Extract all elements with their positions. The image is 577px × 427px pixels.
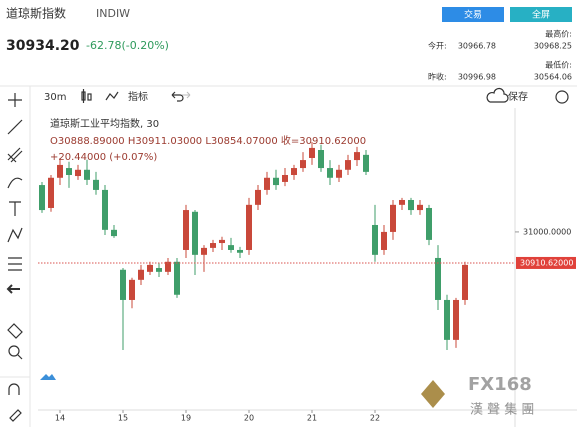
candle-body xyxy=(264,177,270,190)
candle-body xyxy=(354,152,360,161)
y-tick-label: 31000.0000 xyxy=(523,227,571,236)
candle-body xyxy=(417,204,423,211)
candle-body xyxy=(273,177,279,186)
candle-body xyxy=(102,189,108,230)
save[interactable]: 保存 xyxy=(508,90,528,103)
candle-body xyxy=(390,204,396,232)
candle-body xyxy=(318,150,324,169)
candle-body xyxy=(372,224,378,255)
candle-body xyxy=(48,177,54,208)
candle-body xyxy=(381,231,387,250)
trade-button-label[interactable]: 交易 xyxy=(464,9,482,21)
candle-body xyxy=(219,239,225,244)
candle-body xyxy=(228,245,234,250)
redo-icon[interactable] xyxy=(182,91,191,99)
x-tick-label: 22 xyxy=(370,414,380,423)
candle-body xyxy=(111,229,117,237)
indicator-icon[interactable] xyxy=(105,91,119,101)
candle-body xyxy=(210,243,216,248)
candle-body xyxy=(174,261,180,295)
last-price-box xyxy=(516,256,576,269)
stat-label: 最高价: xyxy=(545,29,572,39)
candle-body xyxy=(291,168,297,175)
cloud-icon[interactable] xyxy=(486,87,509,103)
fullscreen-button-label[interactable]: 全屏 xyxy=(532,9,550,21)
candle-body xyxy=(120,269,126,300)
candle-body xyxy=(138,269,144,280)
last-price-label: 30910.62000 xyxy=(520,258,573,267)
candle-body xyxy=(75,169,81,177)
candle-body xyxy=(183,210,189,250)
candle-body xyxy=(300,160,306,169)
x-tick-label: 15 xyxy=(118,414,128,423)
undo-icon[interactable] xyxy=(171,91,184,102)
candle-body xyxy=(237,249,243,253)
x-tick-label: 21 xyxy=(307,414,317,423)
stat-label: 昨收: xyxy=(428,72,447,82)
candle-body xyxy=(201,247,207,255)
fullscreen-button[interactable] xyxy=(510,7,572,22)
x-tick-label: 19 xyxy=(181,414,191,423)
candle-body xyxy=(147,264,153,272)
stat-label: 今开: xyxy=(428,41,447,51)
settings-icon[interactable] xyxy=(555,90,569,104)
candle-body xyxy=(66,168,72,175)
candle-body xyxy=(282,174,288,182)
stat-value: 30564.06 xyxy=(534,73,572,82)
candle-body xyxy=(255,189,261,205)
candle-body xyxy=(309,147,315,158)
candle-body xyxy=(408,199,414,211)
candle-body xyxy=(462,264,468,300)
price-change: -62.78(-0.20%) xyxy=(86,39,169,52)
candle-body xyxy=(165,261,171,272)
watermark-company: 漢 聲 集 團 xyxy=(470,402,534,418)
candle-body xyxy=(426,207,432,240)
watermark-logo xyxy=(421,380,445,408)
stat-value: 30966.78 xyxy=(458,42,496,51)
candle-body xyxy=(345,160,351,170)
x-tick-label: 20 xyxy=(244,414,254,423)
candle-body xyxy=(93,179,99,190)
stat-label: 最低价: xyxy=(545,60,572,70)
candle-type-icon[interactable] xyxy=(81,89,92,103)
interval[interactable]: 30m xyxy=(44,92,66,103)
candle-body xyxy=(327,168,333,178)
indicators[interactable]: 指标 xyxy=(128,90,148,103)
stat-value: 30996.98 xyxy=(458,73,496,82)
instrument-code: INDIW xyxy=(96,7,130,20)
price: 30934.20 xyxy=(6,38,80,54)
candle-body xyxy=(84,169,90,180)
candle-body xyxy=(246,204,252,250)
candle-body xyxy=(453,299,459,340)
candle-body xyxy=(39,185,45,211)
candle-body xyxy=(57,164,63,178)
stat-value: 30968.25 xyxy=(534,42,572,51)
legend-ohlc: O30888.89000 H30911.03000 L30854.07000 收… xyxy=(50,134,366,147)
logo-icon xyxy=(40,374,56,380)
candle-body xyxy=(435,257,441,300)
instrument-name: 道琼斯指数 xyxy=(6,6,66,21)
drawing-tools[interactable] xyxy=(6,93,23,422)
candle-body xyxy=(444,299,450,340)
x-tick-label: 14 xyxy=(55,414,65,423)
candle-body xyxy=(156,268,162,272)
candle-body xyxy=(192,211,198,255)
candle-body xyxy=(336,169,342,178)
legend-change: +20.44000 (+0.07%) xyxy=(50,152,157,163)
candle-body xyxy=(399,199,405,205)
candle-body xyxy=(363,154,369,172)
trade-button[interactable] xyxy=(442,7,504,22)
chart-title: 道琼斯工业平均指数, 30 xyxy=(50,117,159,130)
watermark-brand: FX168 xyxy=(468,374,532,395)
candle-body xyxy=(129,279,135,300)
